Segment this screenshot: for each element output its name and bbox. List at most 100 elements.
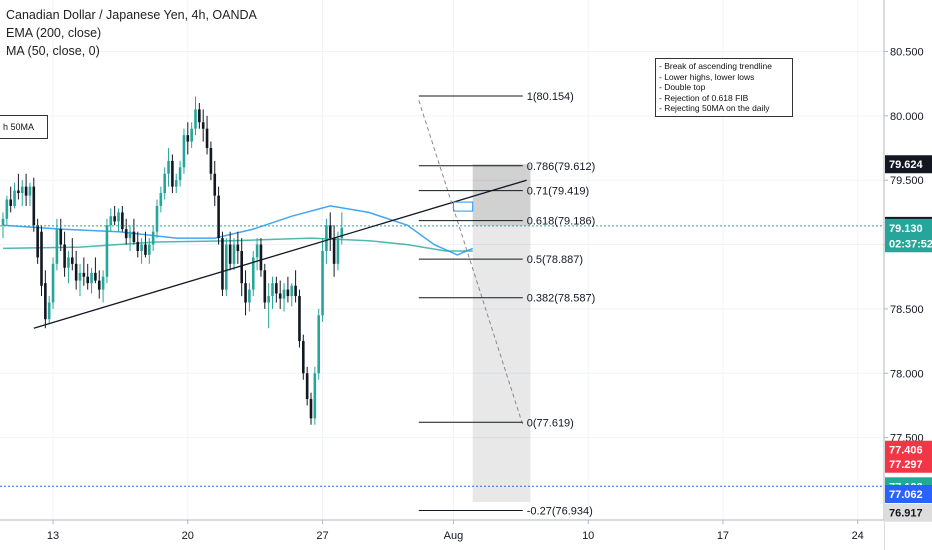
candle-body — [205, 128, 209, 149]
candle-body — [140, 244, 143, 251]
price-label-box[interactable] — [885, 155, 932, 174]
candle-body — [94, 272, 97, 281]
price-label-box[interactable] — [885, 454, 932, 473]
price-label-box[interactable] — [885, 234, 932, 253]
fib-level-label: 0.71(79.419) — [527, 186, 589, 198]
price-axis[interactable]: 80.50080.00079.50079.00078.50078.00077.5… — [883, 0, 932, 550]
candle-body — [47, 302, 51, 320]
time-tick-label: 27 — [316, 530, 328, 542]
drawings[interactable] — [0, 179, 884, 487]
time-axis-bg — [0, 520, 884, 550]
candle-body — [71, 257, 74, 264]
price-tick-label: 78.500 — [890, 304, 924, 316]
time-axis[interactable]: 13 20 27 Aug 10 17 24 — [0, 519, 884, 550]
price-label-box[interactable] — [885, 440, 932, 459]
candle-body — [1, 218, 5, 226]
note-line: - Lower highs, lower lows — [659, 71, 755, 82]
position-stop-zone[interactable] — [472, 164, 531, 226]
candle-body — [298, 296, 301, 342]
price-label-box[interactable] — [885, 218, 932, 237]
candle-body — [213, 173, 217, 196]
ma-indicator-label[interactable]: MA (50, close, 0) — [6, 44, 100, 58]
candle-body — [136, 241, 140, 251]
candle-body — [148, 244, 151, 255]
time-tick-label: 24 — [852, 530, 864, 542]
candlesticks — [1, 96, 344, 425]
candle-body — [59, 229, 63, 245]
candle-body — [321, 250, 324, 316]
ascending-trendline[interactable] — [33, 179, 527, 329]
ema-indicator-label[interactable]: EMA (200, close) — [6, 26, 102, 40]
price-label-text: 77.062 — [889, 489, 923, 501]
time-tick-label: 17 — [717, 530, 729, 542]
candle-body — [201, 122, 205, 129]
candle-body — [97, 280, 101, 290]
fib-level-label: 0(77.619) — [527, 417, 574, 429]
candle-body — [305, 373, 309, 400]
candle-body — [90, 272, 93, 284]
candle-body — [190, 128, 193, 142]
time-tick-label: Aug — [444, 530, 464, 542]
price-label-text: 77.297 — [889, 459, 923, 471]
candle-body — [290, 285, 294, 297]
candle-body — [225, 244, 228, 290]
candle-body — [78, 272, 82, 281]
candle-body — [13, 190, 16, 206]
note-line: - Rejection of 0.618 FIB — [659, 92, 749, 103]
candle-body — [340, 227, 344, 239]
candle-body — [36, 225, 39, 258]
candle-body — [44, 283, 47, 320]
price-tick-label: 79.500 — [890, 175, 924, 187]
candle-body — [178, 167, 182, 181]
candle-body — [336, 238, 340, 264]
candle-body — [5, 199, 9, 219]
candle-body — [159, 193, 163, 206]
trend-note-stub[interactable]: h 50MA — [0, 115, 48, 139]
trend-note-stub-text: h 50MA — [3, 122, 35, 132]
candle-body — [109, 216, 113, 226]
position-target-zone[interactable] — [472, 225, 531, 502]
candle-body — [259, 244, 263, 271]
fib-level-label: 0.5(78.887) — [527, 254, 583, 266]
candle-body — [121, 212, 124, 230]
candle-body — [101, 276, 105, 290]
candle-body — [209, 148, 213, 174]
fibonacci-retracement[interactable]: 1(80.154) 0.786(79.612) 0.71(79.419) 0.618(… — [418, 91, 595, 517]
candle-body — [128, 231, 132, 239]
note-line: - Double top — [659, 82, 706, 92]
price-label-text: 79.130 — [889, 223, 923, 235]
candle-body — [217, 195, 220, 239]
candle-body — [317, 315, 320, 374]
candle-body — [286, 289, 290, 297]
candle-body — [221, 238, 224, 290]
candle-body — [240, 250, 243, 284]
price-label-box[interactable] — [885, 503, 932, 522]
candle-body — [63, 244, 66, 268]
candle-body — [17, 190, 20, 194]
rejection-box[interactable] — [452, 201, 474, 212]
candle-body — [51, 263, 55, 303]
analysis-note[interactable]: - Break of ascending trendline - Lower h… — [655, 58, 793, 117]
candle-body — [255, 244, 259, 258]
candle-body — [282, 289, 286, 299]
candle-body — [167, 160, 170, 174]
time-tick-label: 20 — [182, 530, 194, 542]
candle-body — [198, 109, 201, 123]
candle-body — [174, 180, 178, 187]
note-line: - Rejecting 50MA on the daily — [659, 103, 770, 113]
candle-body — [9, 199, 12, 206]
short-position-tool[interactable] — [472, 164, 531, 502]
time-tick-label: 13 — [47, 530, 59, 542]
symbol-title[interactable]: Canadian Dollar / Japanese Yen, 4h, OAND… — [6, 8, 257, 22]
candle-body — [24, 186, 28, 196]
candle-body — [74, 263, 78, 281]
time-tick-label: 10 — [582, 530, 594, 542]
candle-body — [82, 272, 86, 277]
note-line: - Break of ascending trendline — [659, 61, 772, 71]
candle-body — [28, 186, 32, 196]
grid-lines — [0, 0, 884, 520]
price-label-box[interactable] — [885, 485, 932, 503]
candle-body — [328, 225, 332, 239]
fib-level-label: -0.27(76.934) — [527, 505, 593, 517]
